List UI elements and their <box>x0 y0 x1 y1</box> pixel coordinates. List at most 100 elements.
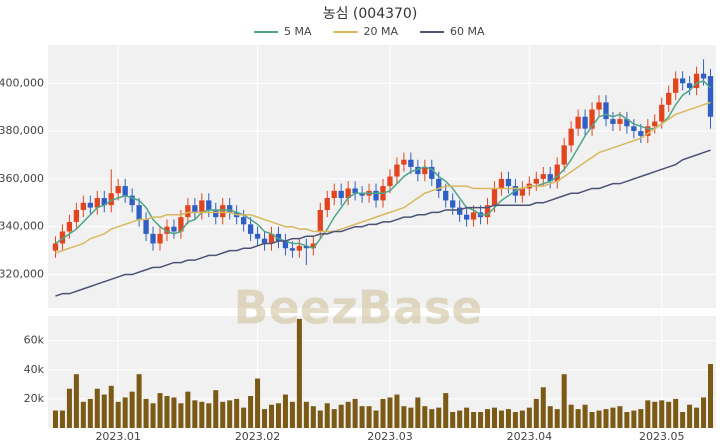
volume-bar <box>94 388 100 428</box>
volume-bar <box>310 406 316 428</box>
volume-bar <box>457 410 463 428</box>
candle-body <box>80 202 87 210</box>
y-tick-label: 340,000 <box>0 220 44 233</box>
volume-bar <box>638 409 644 428</box>
candle-body <box>645 126 651 136</box>
volume-bar <box>52 410 58 428</box>
candle-body <box>52 243 59 251</box>
y-tick-label: 40k <box>24 363 45 376</box>
candle-body <box>491 188 498 206</box>
volume-bar <box>491 407 498 428</box>
volume-bar <box>220 401 226 428</box>
candle-body <box>394 164 400 177</box>
candle-body <box>206 200 212 210</box>
candle-body <box>317 209 323 232</box>
volume-bar <box>575 409 581 428</box>
price-panel <box>48 45 716 308</box>
volume-bar <box>526 407 532 428</box>
volume-bar <box>568 404 574 428</box>
candle-body <box>240 217 247 225</box>
volume-bar <box>289 401 295 428</box>
candle-body <box>624 119 630 127</box>
candle-body <box>373 190 379 201</box>
candle-body <box>596 102 602 110</box>
candle-body <box>185 205 191 218</box>
candle-body <box>73 209 80 222</box>
volume-bar <box>178 403 184 428</box>
volume-bar <box>213 390 219 428</box>
candle-body <box>338 190 344 199</box>
candle-body <box>659 104 665 122</box>
volume-bar <box>136 374 142 428</box>
candle-body <box>617 119 623 124</box>
volume-bar <box>227 400 233 428</box>
candle-body <box>484 205 491 218</box>
volume-bar <box>596 410 602 428</box>
candle-body <box>540 174 546 179</box>
candle-body <box>547 174 553 182</box>
y-tick-label: 60k <box>24 334 45 347</box>
candle-body <box>436 178 442 191</box>
volume-bar <box>443 393 449 428</box>
volume-bar <box>666 401 672 428</box>
volume-bar <box>331 409 337 428</box>
candle-body <box>108 193 114 206</box>
volume-bar <box>554 409 560 428</box>
volume-bar <box>505 409 511 428</box>
volume-bar <box>366 406 372 428</box>
candle-body <box>470 212 477 220</box>
candle-body <box>408 159 414 167</box>
candle-body <box>429 166 435 179</box>
volume-bar <box>345 401 351 428</box>
candle-body <box>66 221 73 232</box>
volume-bar <box>66 388 72 428</box>
candle-body <box>296 245 303 251</box>
volume-bar <box>129 391 135 428</box>
candle-body <box>254 233 261 239</box>
candle-body <box>310 243 316 249</box>
candle-body <box>101 198 107 206</box>
volume-bar <box>450 412 456 428</box>
candle-body <box>457 207 463 215</box>
candle-body <box>700 73 707 79</box>
candle-body <box>59 231 66 244</box>
volume-bar <box>199 401 205 428</box>
volume-bar <box>436 407 442 428</box>
candle-body <box>178 217 184 232</box>
candle-body <box>450 200 456 208</box>
volume-bar <box>352 398 358 428</box>
volume-bar <box>192 400 198 428</box>
candle-body <box>554 164 560 182</box>
volume-bar <box>73 374 79 428</box>
volume-bar <box>122 397 128 428</box>
volume-bar <box>617 406 623 428</box>
candle-body <box>143 219 149 234</box>
volume-bar <box>303 401 309 428</box>
volume-bar <box>610 407 616 428</box>
candle-body <box>707 76 714 117</box>
candle-body <box>533 178 539 184</box>
y-tick-label: 400,000 <box>0 76 44 89</box>
volume-bar <box>338 404 344 428</box>
volume-bar <box>464 407 470 428</box>
candle-body <box>115 186 121 194</box>
candle-body <box>261 238 268 244</box>
volume-bar <box>164 396 170 428</box>
candle-body <box>275 233 282 242</box>
volume-bar <box>171 397 177 428</box>
volume-bar <box>262 409 268 428</box>
volume-bar <box>478 412 484 428</box>
candle-body <box>345 188 351 199</box>
volume-bar <box>185 391 191 428</box>
volume-bar <box>206 403 212 428</box>
volume-bar <box>255 378 261 428</box>
candle-body <box>331 190 337 199</box>
volume-bar <box>498 410 504 428</box>
candle-body <box>652 121 658 127</box>
volume-bar <box>673 398 679 428</box>
volume-bar <box>296 318 302 428</box>
candle-body <box>666 92 672 105</box>
candle-body <box>603 102 609 120</box>
chart-title: 농심 (004370) <box>323 6 418 22</box>
volume-bar <box>275 403 281 428</box>
